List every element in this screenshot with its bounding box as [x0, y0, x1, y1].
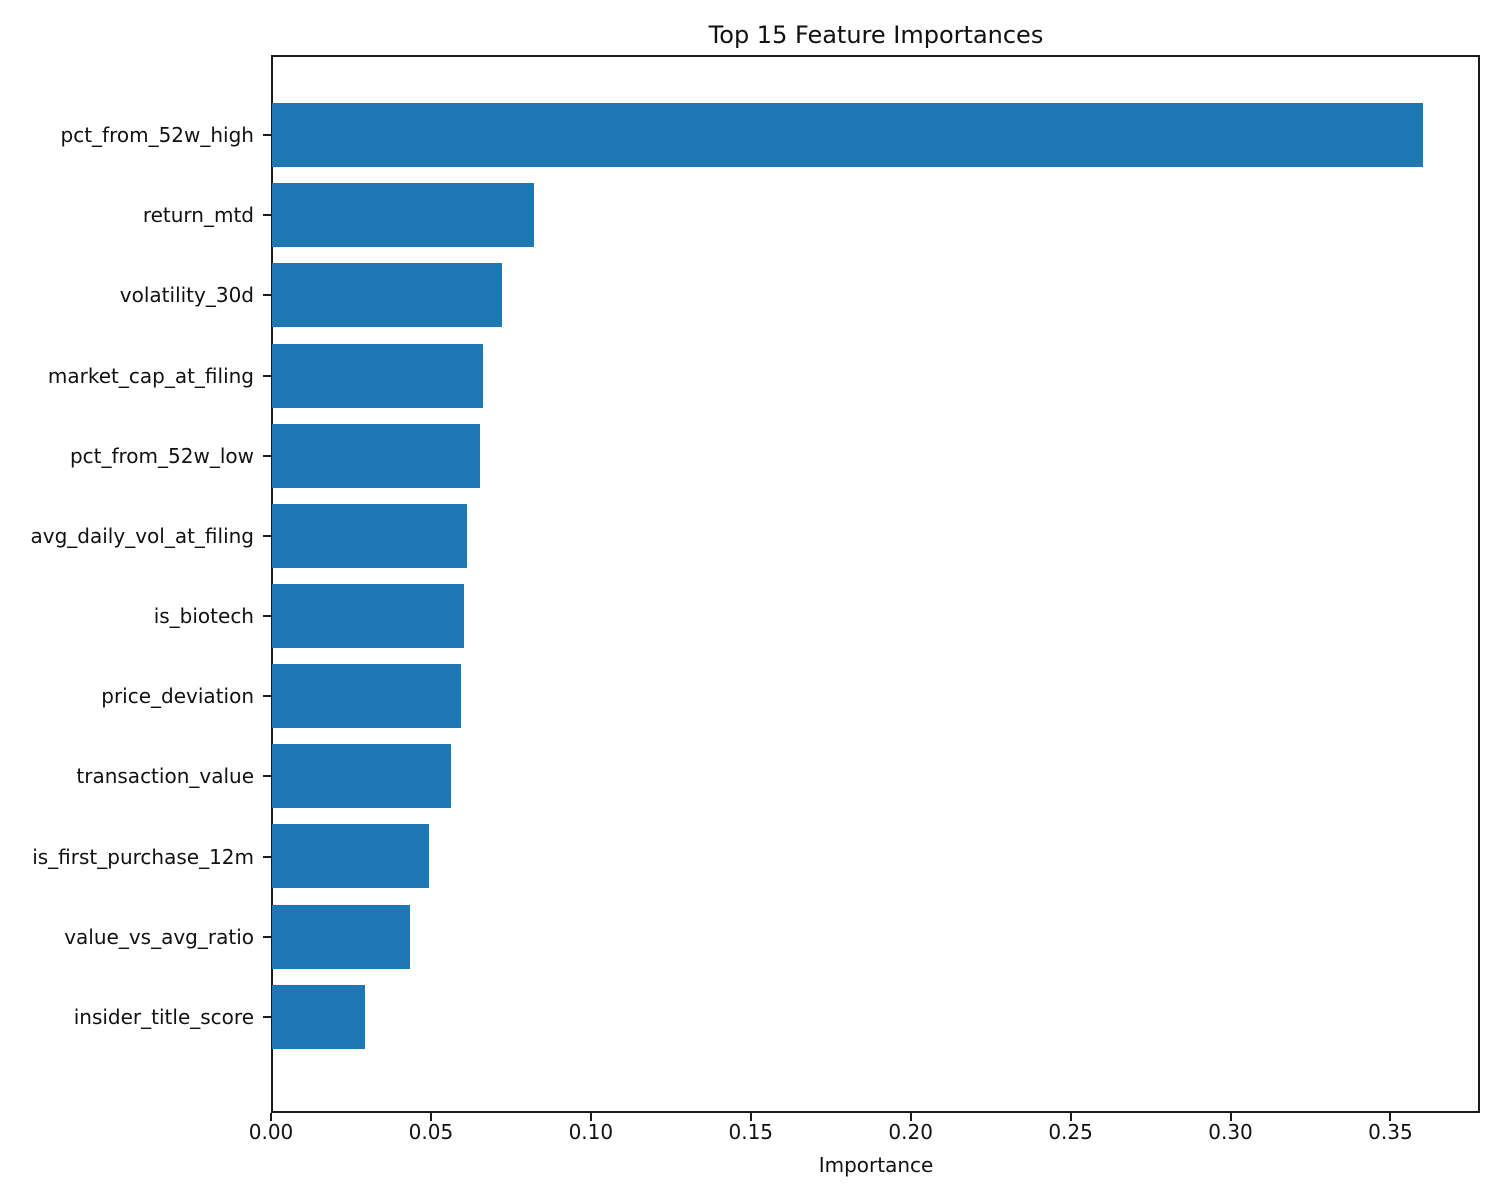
x-tick-mark: [1229, 1113, 1232, 1121]
x-tick-label: 0.25: [1048, 1120, 1093, 1144]
chart-title: Top 15 Feature Importances: [708, 21, 1044, 49]
y-tick-mark: [263, 534, 271, 537]
y-tick-label: price_deviation: [101, 684, 254, 709]
y-tick-mark: [263, 454, 271, 457]
y-tick-label: pct_from_52w_high: [60, 123, 255, 148]
y-tick-label: insider_title_score: [73, 1004, 254, 1029]
bar: [272, 263, 502, 328]
x-tick-mark: [589, 1113, 592, 1121]
bar: [272, 423, 480, 488]
y-tick-label: return_mtd: [142, 203, 254, 228]
x-tick-label: 0.20: [888, 1120, 933, 1144]
y-tick-mark: [263, 855, 271, 858]
x-tick-label: 0.10: [568, 1120, 614, 1144]
y-tick-mark: [263, 134, 271, 137]
x-tick-mark: [749, 1113, 752, 1121]
bar: [272, 984, 365, 1049]
y-tick-mark: [263, 695, 271, 698]
x-tick-label: 0.05: [408, 1120, 454, 1144]
x-tick-mark: [429, 1113, 432, 1121]
y-tick-mark: [263, 775, 271, 778]
x-tick-mark: [909, 1113, 912, 1121]
bar: [272, 183, 534, 248]
y-tick-label: volatility_30d: [119, 283, 254, 308]
y-tick-mark: [263, 935, 271, 938]
x-tick-label: 0.30: [1208, 1120, 1253, 1144]
y-tick-mark: [263, 374, 271, 377]
x-axis-label: Importance: [818, 1153, 934, 1177]
x-tick-mark: [1389, 1113, 1392, 1121]
x-tick-label: 0.00: [248, 1120, 294, 1144]
x-tick-label: 0.35: [1368, 1120, 1413, 1144]
y-tick-label: pct_from_52w_low: [69, 443, 254, 468]
y-tick-mark: [263, 1015, 271, 1018]
bar: [272, 664, 461, 729]
y-tick-label: market_cap_at_filing: [47, 363, 254, 388]
y-tick-label: transaction_value: [76, 764, 254, 789]
y-tick-mark: [263, 214, 271, 217]
x-tick-label: 0.15: [728, 1120, 774, 1144]
bar: [272, 503, 467, 568]
y-tick-label: value_vs_avg_ratio: [64, 924, 254, 949]
bar: [272, 343, 483, 408]
bar: [272, 904, 410, 969]
bar: [272, 824, 429, 889]
y-tick-label: avg_daily_vol_at_filing: [30, 523, 255, 548]
x-tick-mark: [270, 1113, 272, 1121]
y-tick-label: is_first_purchase_12m: [32, 844, 254, 869]
y-tick-mark: [263, 615, 271, 618]
y-tick-label: is_biotech: [153, 604, 254, 629]
bar: [272, 744, 451, 809]
y-tick-mark: [263, 294, 271, 297]
x-tick-mark: [1069, 1113, 1072, 1121]
bar: [272, 584, 464, 648]
bar: [272, 103, 1423, 168]
